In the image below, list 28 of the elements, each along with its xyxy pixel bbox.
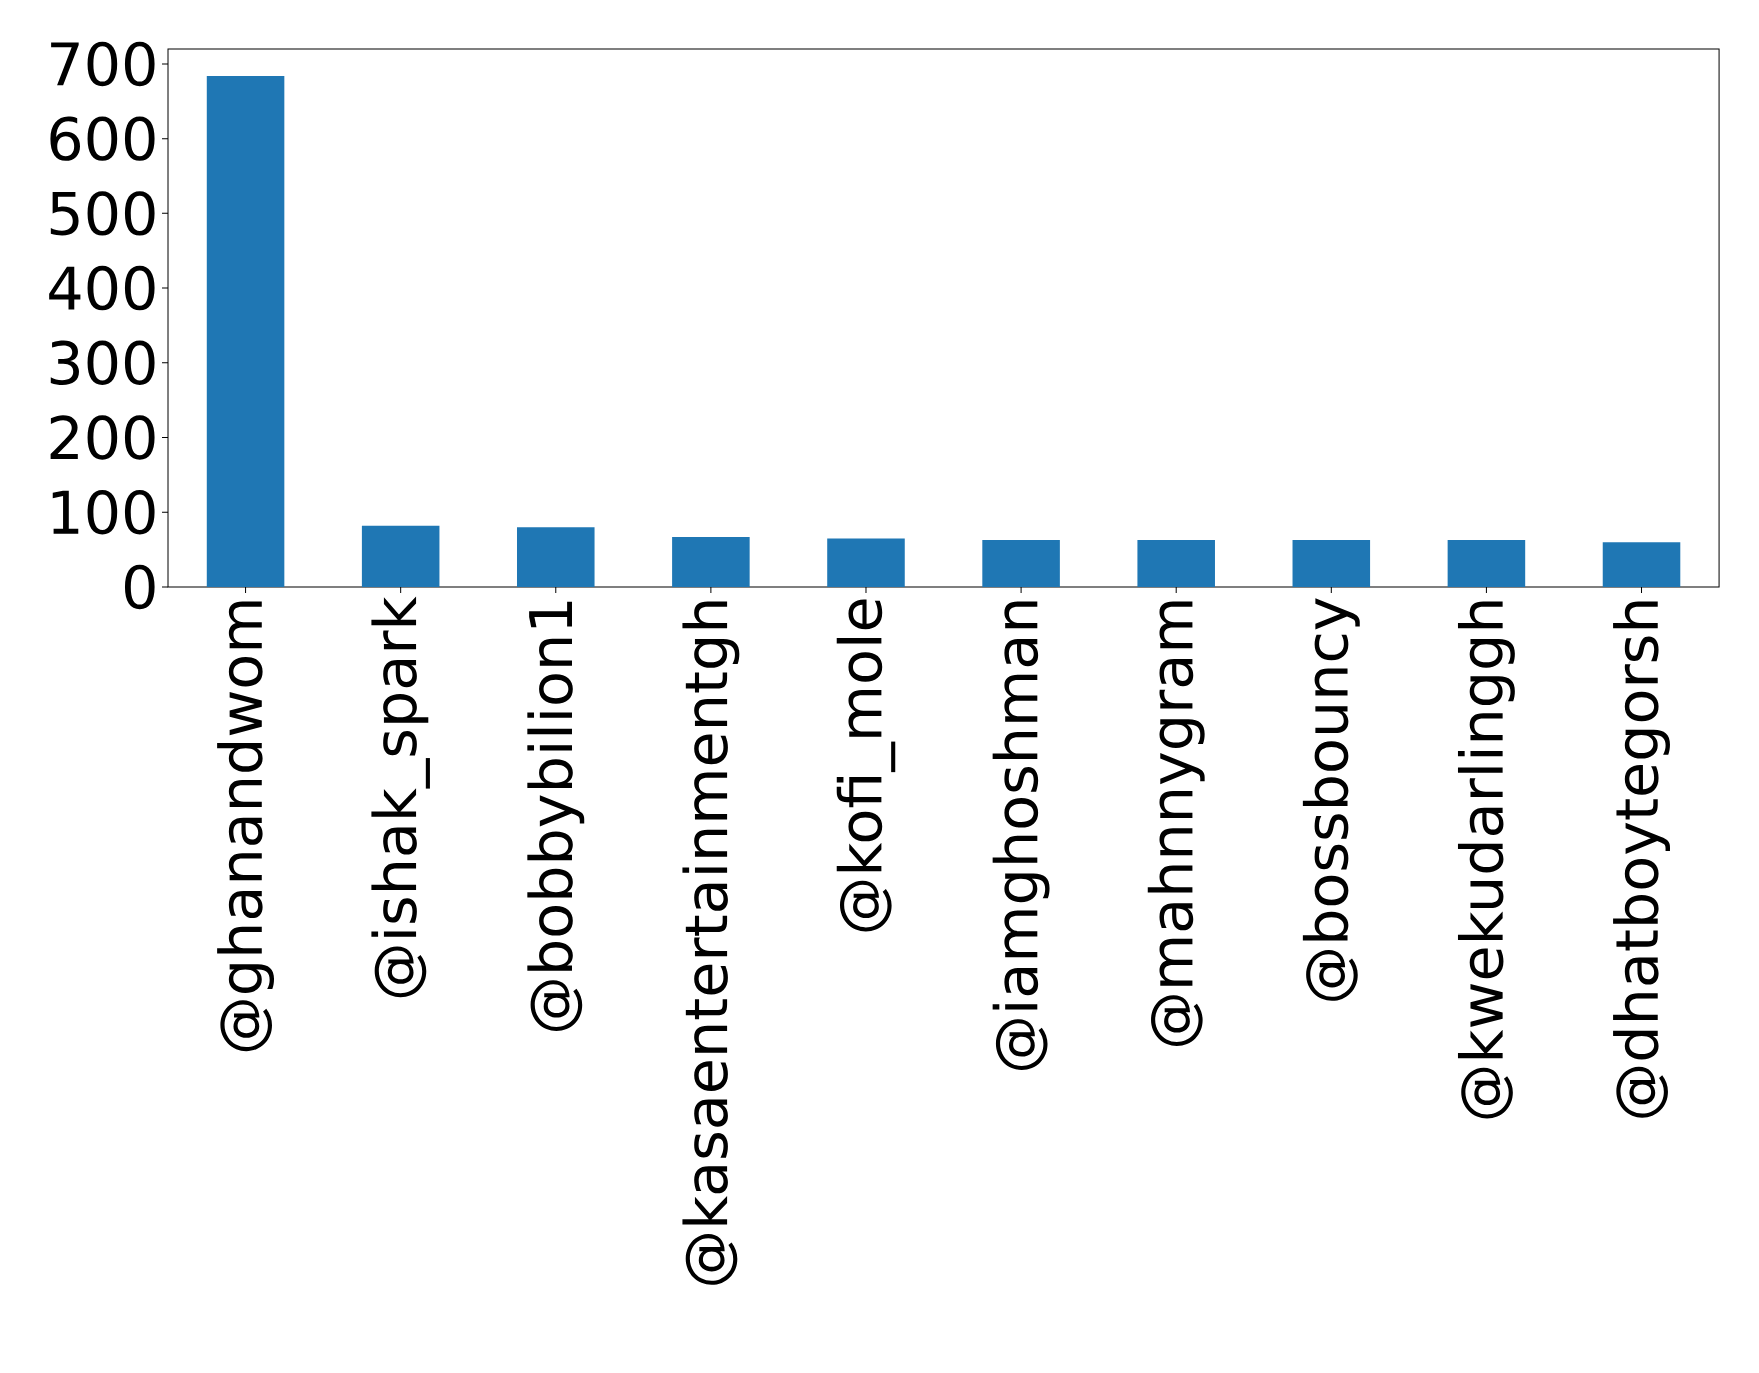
bar bbox=[361, 525, 440, 587]
y-tick-label: 500 bbox=[50, 191, 155, 236]
bar bbox=[672, 536, 750, 587]
y-tick-label: 100 bbox=[52, 490, 155, 535]
bar bbox=[517, 527, 595, 587]
x-tick-label: @kasaentertainmentgh bbox=[682, 601, 740, 1285]
bar bbox=[827, 538, 905, 587]
y-tick-label: 300 bbox=[50, 340, 155, 386]
x-tick-label: @bossbouncy bbox=[1302, 598, 1360, 1001]
x-tick-label: @kofi_mole bbox=[836, 599, 896, 932]
y-tick-label: 400 bbox=[49, 265, 155, 311]
x-tick-label: @dhatboytegorsh bbox=[1613, 601, 1670, 1118]
x-tick-label: @iamghoshman bbox=[992, 601, 1050, 1070]
x-tick-label: @mahnnygram bbox=[1147, 601, 1205, 1046]
y-tick-label: 700 bbox=[51, 41, 155, 87]
bar bbox=[206, 75, 285, 587]
x-tick-label: @kwekudarlinggh bbox=[1457, 601, 1515, 1119]
bar bbox=[982, 539, 1060, 587]
y-tick-label: 200 bbox=[50, 415, 155, 460]
x-tick-label: @ishak_spark bbox=[371, 596, 430, 998]
y-tick-label: 0 bbox=[124, 564, 155, 610]
y-tick-label: 600 bbox=[50, 116, 155, 161]
bar bbox=[1447, 539, 1526, 587]
bar bbox=[1292, 539, 1371, 587]
bar bbox=[1602, 542, 1681, 587]
bar bbox=[1137, 539, 1215, 587]
x-tick-label: @ghanandwom bbox=[217, 601, 275, 1052]
x-tick-label: @bobbybilion1 bbox=[527, 601, 585, 1032]
